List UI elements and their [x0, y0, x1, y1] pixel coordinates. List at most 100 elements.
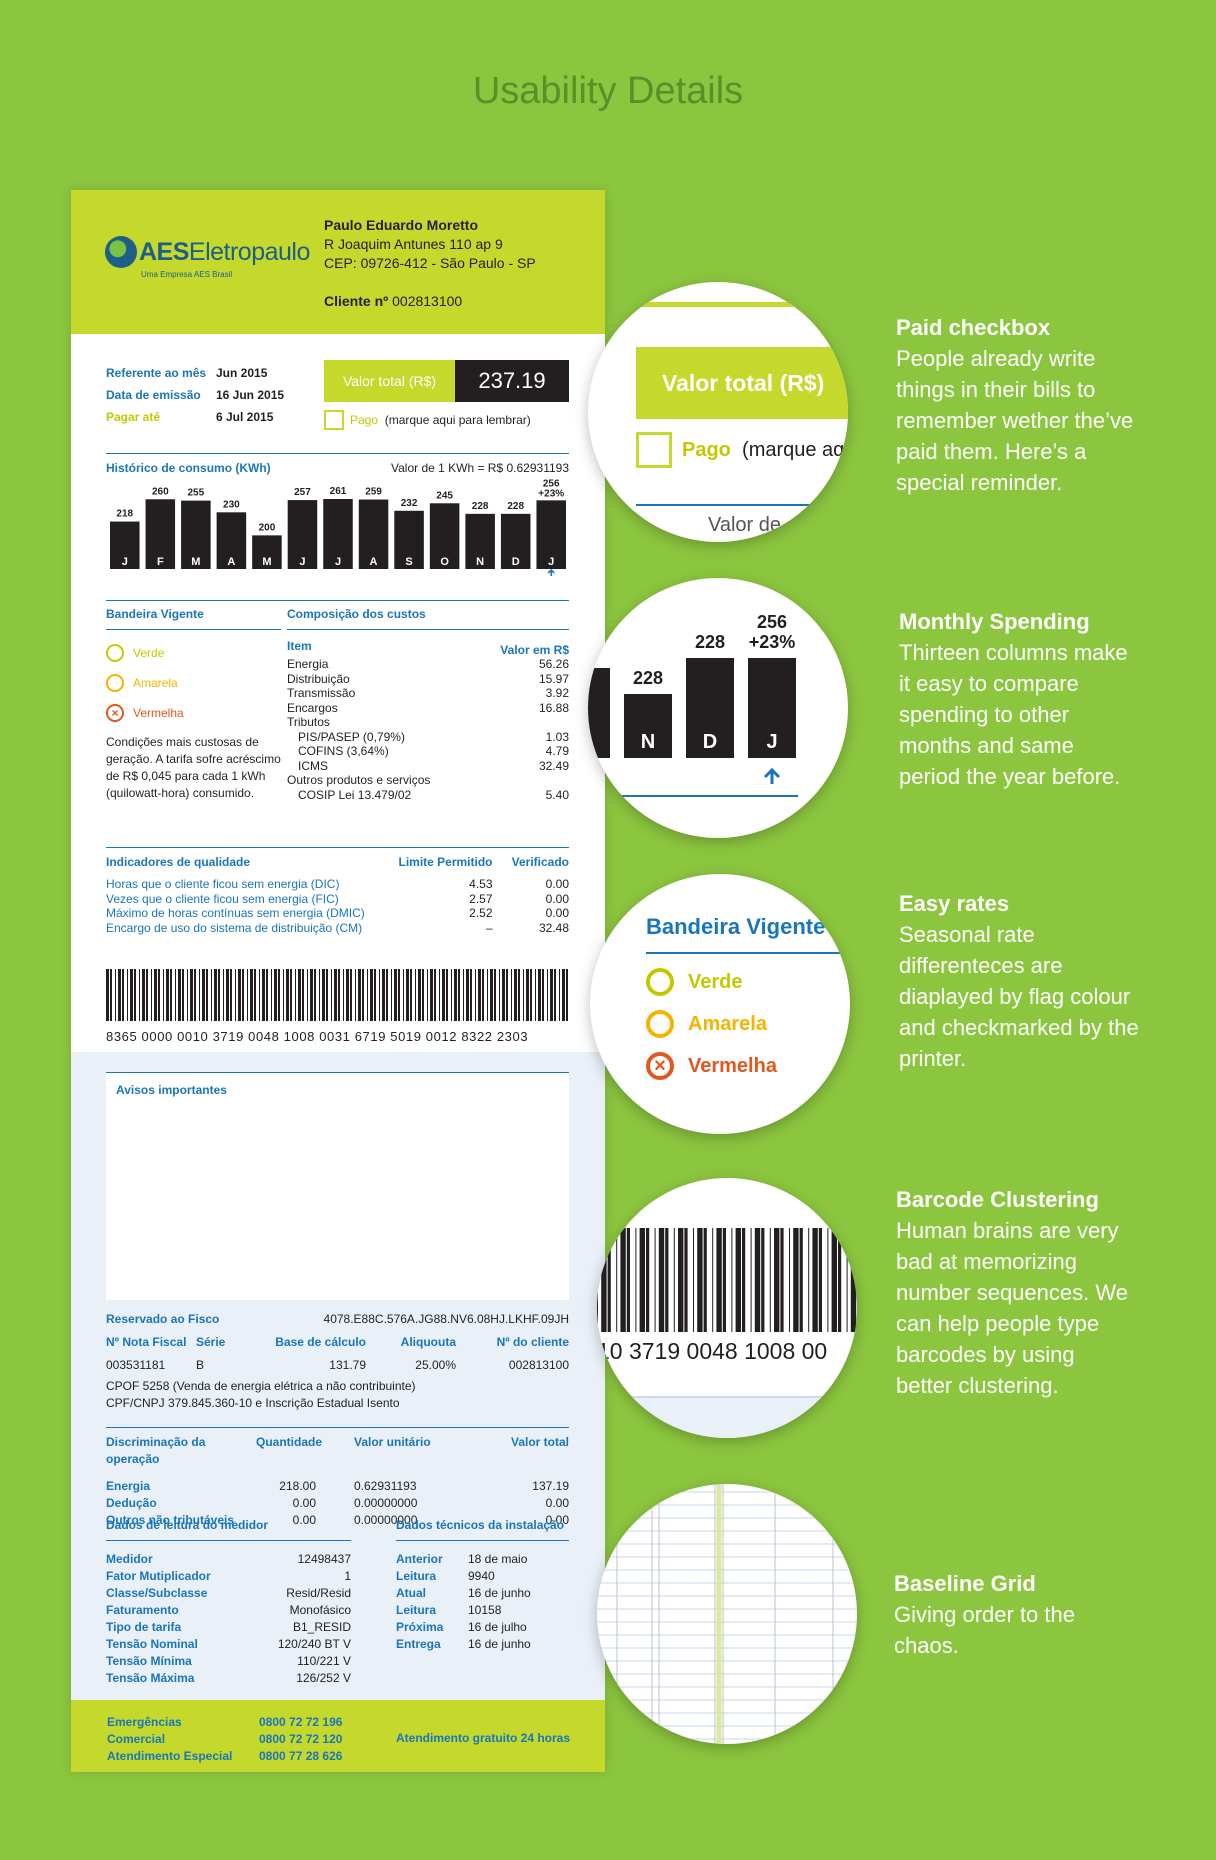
barcode-bar [358, 969, 361, 1021]
barcode-bar [482, 969, 484, 1021]
consumption-month-label: F [157, 556, 164, 568]
barcode-bar [283, 969, 284, 1021]
current-month-arrow-icon [547, 568, 555, 576]
barcode-bar [142, 969, 145, 1021]
barcode-bar [307, 969, 308, 1021]
feature-paid-checkbox: Paid checkbox People already write things… [896, 315, 1134, 495]
cost-value: 32.49 [538, 758, 569, 773]
meter-row: Fator Mutiplicador 1 [106, 1569, 351, 1583]
consumption-value-label: 228 [472, 501, 489, 512]
barcode-bar [427, 969, 428, 1021]
barcode-bar [230, 969, 232, 1021]
cost-item: COSIP Lei 13.479/02 [298, 787, 412, 802]
barcode-bar [367, 969, 368, 1021]
zoom-bar-change: +23% [749, 632, 796, 652]
cost-item: ICMS [298, 758, 328, 773]
consumption-month-label: N [476, 556, 484, 568]
paid-checkbox[interactable] [324, 410, 344, 430]
barcode-bar [678, 1228, 684, 1332]
barcode-bar [538, 969, 541, 1021]
barcode-bar [502, 969, 505, 1021]
barcode-bar [322, 969, 325, 1021]
cost-value: 15.97 [538, 671, 569, 686]
barcode-bar [722, 1228, 726, 1332]
customer-address: Paulo Eduardo Moretto R Joaquim Antunes … [324, 216, 536, 311]
total-value: 237.19 [455, 360, 569, 402]
feature-baseline-grid: Baseline Grid Giving order to the chaos. [894, 1571, 1075, 1658]
tech-row: Anterior 18 de maio [396, 1552, 528, 1566]
barcode-bar [716, 1228, 722, 1332]
cpf: CPF/CNPJ 379.845.360-10 e Inscrição Esta… [106, 1396, 400, 1410]
zoom-baseline-grid [597, 1484, 857, 1744]
barcode-bar [665, 1228, 669, 1332]
barcode-bar [597, 1228, 598, 1332]
consumption-month-label: J [548, 556, 554, 568]
consumption-bar [358, 499, 389, 569]
flag-label: Verde [133, 646, 165, 660]
cost-item: Outros produtos e serviços [287, 773, 431, 787]
flag-option: × Vermelha [106, 704, 281, 722]
barcode-bar [463, 969, 464, 1021]
consumption-bar [429, 503, 460, 569]
barcode-bar [262, 969, 265, 1021]
barcode-bar [769, 1228, 771, 1332]
barcode-bar [601, 1228, 607, 1332]
barcode-bar [175, 969, 176, 1021]
cost-value: 56.26 [538, 657, 569, 671]
barcode-bar [346, 969, 349, 1021]
barcode-bar [451, 969, 452, 1021]
barcode-bar [635, 1228, 637, 1332]
barcode-bar [559, 969, 560, 1021]
barcode-bar [750, 1228, 752, 1332]
cost-value: 3.92 [545, 686, 569, 700]
barcode-bar [562, 969, 565, 1021]
consumption-bar [465, 513, 495, 569]
quality-name: Encargo de uso do sistema de distribuiçã… [106, 920, 363, 935]
barcode-bar [259, 969, 260, 1021]
barcode-bar [735, 1228, 741, 1332]
zoom-easy-rates: Bandeira Vigente Verde Amarela × Vermelha [590, 874, 850, 1134]
barcode-bar [846, 1228, 848, 1332]
barcode-bar [235, 969, 236, 1021]
barcode-bar [827, 1228, 829, 1332]
barcode-bar [654, 1228, 656, 1332]
history-header: Histórico de consumo (KWh) Valor de 1 KWh… [106, 453, 569, 477]
barcode-bar [780, 1228, 784, 1332]
quality-name: Máximo de horas contínuas sem energia (D… [106, 906, 365, 920]
consumption-value-label: 257 [294, 487, 311, 498]
consumption-value-label: 245 [436, 490, 453, 501]
barcode-bar [298, 969, 301, 1021]
barcode-bar [190, 969, 193, 1021]
barcode-bar [454, 969, 457, 1021]
customer-cep: CEP: 09726-412 - São Paulo - SP [324, 255, 536, 271]
cost-item: Tributos [287, 715, 330, 729]
barcode-bar [199, 969, 200, 1021]
bill-footer: Emergências 0800 72 72 196 Comercial 0800 7… [71, 1700, 605, 1772]
free-service: Atendimento gratuito 24 horas [396, 1731, 571, 1745]
barcode-bar [379, 969, 380, 1021]
meter-row: Tensão Máxima 126/252 V [106, 1671, 351, 1685]
barcode-bar [370, 969, 373, 1021]
barcode-number: 8365 0000 0010 3719 0048 1008 0031 6719 … [106, 1029, 529, 1044]
paid-checkbox-row[interactable]: Pago (marque aqui para lembrar) [324, 410, 531, 430]
barcode-bar [394, 969, 397, 1021]
flag-section: Bandeira Vigente Verde Amarela × Vermelha C… [106, 602, 281, 802]
tech-row: Leitura 10158 [396, 1603, 502, 1617]
barcode-bar [194, 969, 196, 1021]
quality-row: Máximo de horas contínuas sem energia (D… [106, 906, 569, 921]
barcode-bar [302, 969, 304, 1021]
cost-row: PIS/PASEP (0,79%) 1.03 [287, 730, 569, 745]
barcode-bar [382, 969, 385, 1021]
barcode-bar [182, 969, 184, 1021]
barcode-bar [494, 969, 496, 1021]
barcode-bar [163, 969, 164, 1021]
zoom-flag-circle-icon: × [646, 1052, 674, 1080]
zoom-flag-option: × Vermelha [646, 1052, 777, 1080]
barcode-bar [170, 969, 172, 1021]
barcode-bar [838, 1228, 842, 1332]
barcode-bar [646, 1228, 650, 1332]
paid-hint: (marque aqui para lembrar) [384, 413, 531, 427]
barcode-bar [127, 969, 128, 1021]
tech-row: Leitura 9940 [396, 1569, 495, 1583]
barcode-bar [271, 969, 272, 1021]
